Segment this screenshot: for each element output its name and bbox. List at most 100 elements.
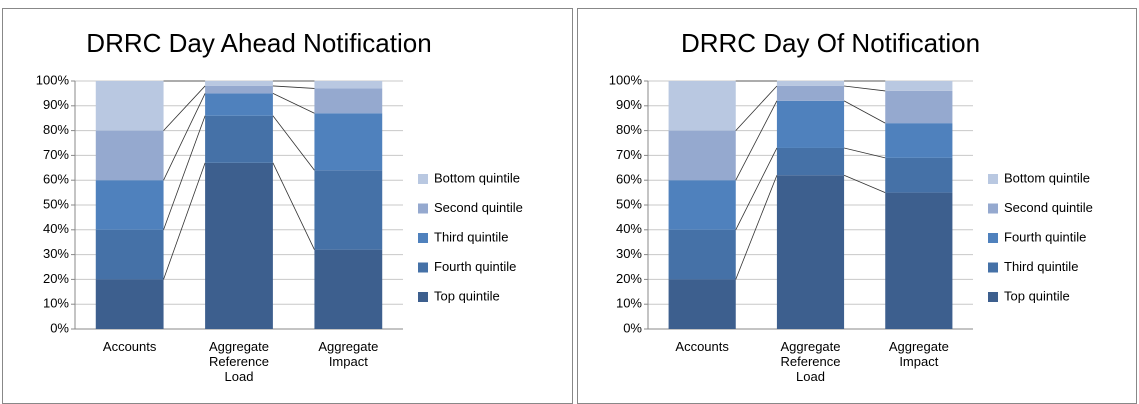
bar-segment	[776, 100, 845, 148]
y-tick-label: 90%	[616, 97, 642, 112]
legend-swatch	[988, 262, 998, 273]
connector-line	[735, 100, 778, 181]
bar-segment	[205, 93, 273, 116]
connector-line	[735, 147, 778, 230]
y-tick-label: 30%	[616, 246, 642, 261]
legend-label: Second quintile	[1004, 200, 1093, 215]
connector-line	[735, 85, 778, 131]
bar-segment	[776, 175, 845, 329]
legend-label: Bottom quintile	[1004, 170, 1090, 185]
legend-label: Top quintile	[1004, 288, 1070, 303]
bar-segment	[95, 81, 164, 131]
chart: DRRC Day Ahead Notification 0% 10% 20% 30% 40…	[36, 28, 523, 336]
legend-label: Fourth quintile	[1004, 229, 1086, 244]
connector-line	[843, 147, 886, 159]
y-tick-label: 40%	[616, 221, 642, 236]
connector-line	[163, 85, 206, 131]
legend-swatch	[988, 174, 998, 184]
bar-segment	[885, 192, 953, 329]
legend-swatch	[988, 203, 998, 214]
bar-segment	[668, 279, 736, 329]
legend-swatch	[418, 262, 428, 273]
connector-line	[272, 162, 315, 250]
legend-swatch	[418, 292, 428, 302]
y-tick-label: 10%	[616, 296, 642, 311]
bar-segment	[776, 81, 845, 86]
y-tick-label: 0%	[623, 320, 642, 335]
chart-panel: DRRC Day Of Notification 0% 10% 20% 30% 40% 50…	[577, 8, 1137, 404]
bar-segment	[205, 81, 273, 86]
bar-segment	[205, 115, 273, 163]
x-tick-label: Aggregate Reference Load	[780, 339, 841, 384]
chart-panel: DRRC Day Ahead Notification 0% 10% 20% 30% 40…	[2, 8, 573, 404]
x-tick-label: Aggregate Reference Load	[209, 339, 269, 384]
x-tick-label: Aggregate Impact	[318, 339, 379, 369]
bar-segment	[95, 130, 164, 181]
connector-line	[272, 115, 315, 171]
connector-line	[843, 174, 886, 193]
chart-title: DRRC Day Ahead Notification	[86, 28, 431, 58]
bar-segment	[95, 279, 164, 329]
y-tick-label: 90%	[43, 97, 69, 112]
y-tick-label: 70%	[43, 147, 69, 162]
legend-swatch	[988, 292, 998, 302]
connector-line	[163, 162, 206, 280]
bar-segment	[885, 157, 953, 193]
legend-swatch	[418, 233, 428, 243]
bar-segment	[668, 180, 736, 230]
y-tick-label: 100%	[609, 72, 643, 87]
bar-segment	[314, 170, 383, 250]
x-tick-label: Accounts	[102, 339, 157, 354]
bar-segment	[205, 85, 273, 94]
chart-title: DRRC Day Of Notification	[681, 28, 980, 58]
bar-segment	[314, 88, 383, 114]
bar-segment	[314, 81, 383, 89]
bar-segment	[95, 229, 164, 280]
connector-line	[735, 175, 778, 280]
y-tick-label: 80%	[616, 122, 642, 137]
bar-segment	[668, 81, 736, 131]
y-tick-label: 70%	[616, 147, 642, 162]
bar-segment	[885, 123, 953, 158]
chart: DRRC Day Of Notification 0% 10% 20% 30% 40% 50…	[609, 28, 1093, 336]
connector-line	[843, 100, 886, 124]
y-tick-label: 20%	[43, 271, 69, 286]
connector-line	[844, 85, 886, 92]
legend-label: Third quintile	[434, 229, 508, 244]
y-tick-label: 50%	[43, 196, 69, 211]
legend-label: Bottom quintile	[434, 170, 520, 185]
bar-segment	[668, 130, 736, 181]
connector-line	[272, 85, 315, 89]
y-tick-label: 100%	[36, 72, 70, 87]
y-tick-label: 20%	[616, 271, 642, 286]
x-tick-label: Accounts	[675, 339, 729, 354]
connector-line	[163, 93, 206, 181]
legend-swatch	[418, 203, 428, 214]
bar-segment	[95, 180, 164, 230]
bar-segment	[776, 85, 845, 101]
bar-segment	[885, 90, 953, 124]
y-tick-label: 30%	[43, 246, 69, 261]
y-tick-label: 60%	[43, 172, 69, 187]
y-tick-label: 50%	[616, 196, 642, 211]
y-tick-label: 40%	[43, 221, 69, 236]
legend-label: Fourth quintile	[434, 259, 516, 274]
bar-segment	[776, 147, 845, 176]
bar-segment	[314, 113, 383, 171]
y-tick-label: 10%	[43, 296, 69, 311]
y-tick-label: 60%	[616, 172, 642, 187]
bar-segment	[205, 162, 273, 329]
legend-label: Second quintile	[434, 200, 523, 215]
legend-label: Third quintile	[1004, 259, 1078, 274]
legend-swatch	[418, 174, 428, 184]
y-tick-label: 80%	[43, 122, 69, 137]
connector-line	[163, 115, 206, 230]
connector-line	[272, 93, 315, 114]
y-tick-label: 0%	[50, 320, 69, 335]
legend-swatch	[988, 233, 998, 243]
x-tick-label: Aggregate Impact	[888, 339, 949, 369]
bar-segment	[885, 81, 953, 91]
legend-label: Top quintile	[434, 288, 500, 303]
bar-segment	[314, 249, 383, 329]
